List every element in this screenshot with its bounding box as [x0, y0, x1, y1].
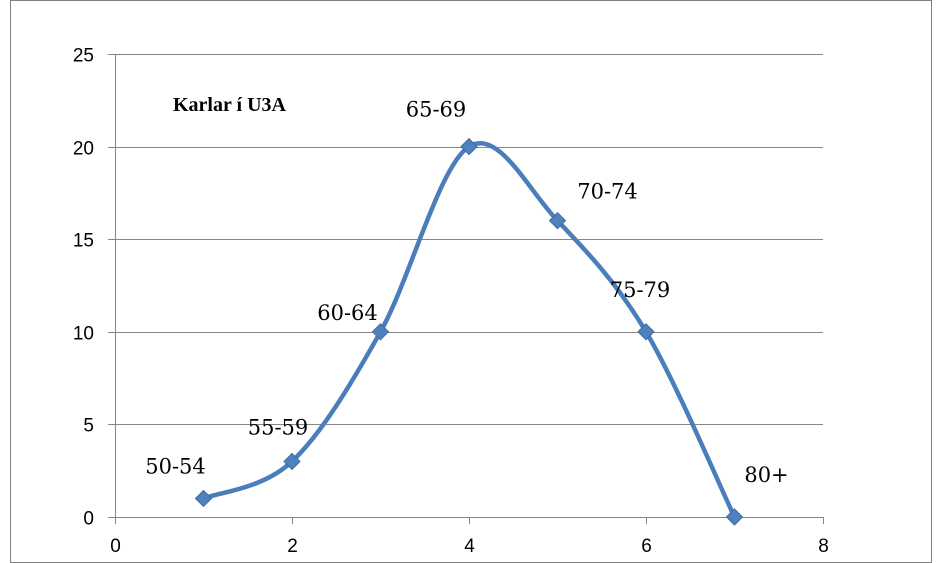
chart-border	[10, 0, 932, 563]
x-tick-label: 2	[287, 536, 298, 557]
x-tick-label: 8	[818, 536, 829, 557]
data-point-marker	[460, 137, 478, 156]
y-tick-label: 25	[73, 46, 94, 67]
data-point-label: 50-54	[145, 454, 206, 478]
data-point-label: 70-74	[577, 180, 638, 204]
y-tick-label: 5	[83, 416, 94, 437]
y-tick-label: 0	[83, 509, 94, 530]
data-point-marker	[371, 323, 390, 341]
y-tick-label: 10	[73, 324, 94, 345]
data-labels: 50-54 55-59 60-64 65-69 70-74 75-79 80+	[145, 98, 788, 487]
data-point-label: 75-79	[610, 278, 671, 302]
x-tick-label: 0	[110, 536, 121, 557]
data-point-label: 55-59	[248, 415, 309, 439]
x-tick-label: 6	[641, 536, 652, 557]
y-tick-label: 20	[73, 139, 94, 160]
data-markers	[194, 137, 744, 526]
data-point-label: 80+	[744, 463, 788, 487]
data-point-marker	[194, 489, 213, 508]
data-point-marker	[637, 323, 655, 341]
chart-title: Karlar í U3A	[173, 94, 287, 116]
tick-labels: 0 5 10 15 20 25 0 2 4 6 8	[73, 46, 829, 558]
data-point-label: 65-69	[406, 98, 467, 122]
data-point-label: 60-64	[317, 301, 378, 325]
gridlines	[115, 54, 823, 425]
y-tick-label: 15	[73, 231, 94, 252]
axes	[108, 54, 824, 524]
data-point-marker	[548, 211, 567, 230]
data-point-marker	[283, 452, 301, 471]
x-tick-label: 4	[464, 536, 475, 557]
data-point-marker	[725, 508, 744, 526]
